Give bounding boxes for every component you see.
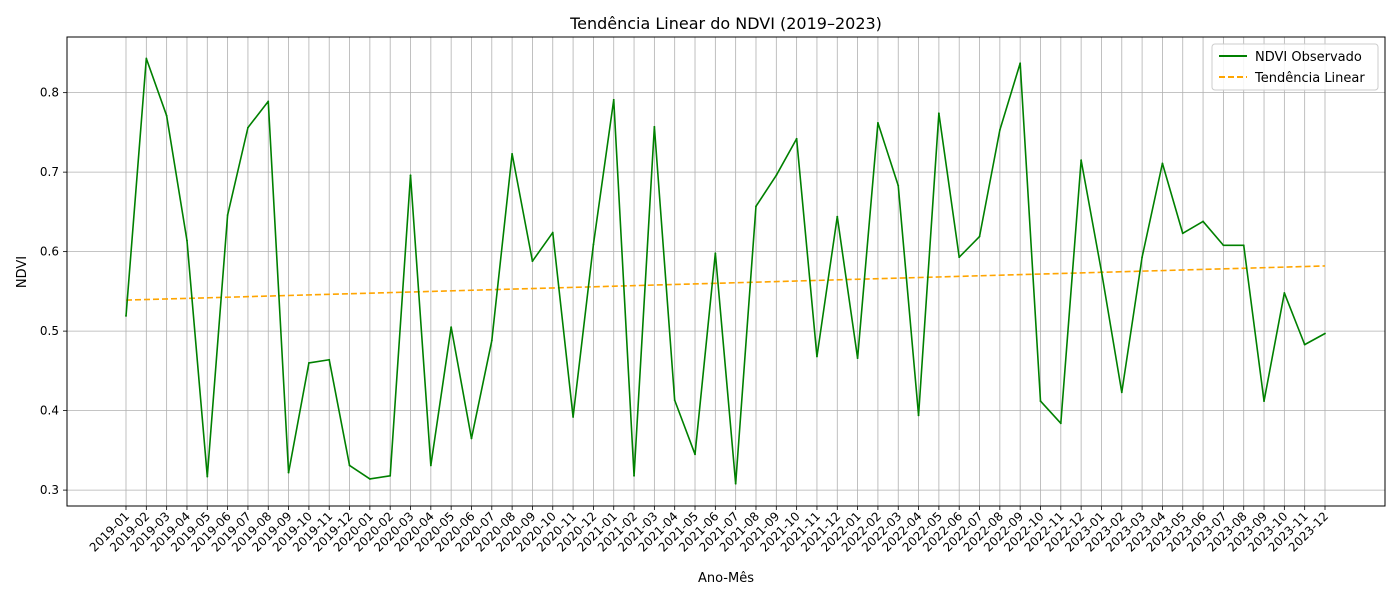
data-point: [368, 478, 371, 480]
data-point: [734, 482, 737, 485]
data-point: [1181, 232, 1184, 235]
data-point: [267, 100, 270, 103]
grid: [67, 37, 1385, 506]
data-point: [551, 231, 554, 234]
legend-label-observed: NDVI Observado: [1255, 50, 1362, 65]
data-point: [490, 339, 493, 342]
y-tick-label: 0.5: [40, 324, 59, 338]
y-axis-label: NDVI: [15, 256, 30, 288]
data-point: [633, 474, 635, 477]
data-point: [1059, 422, 1062, 425]
x-axis: 2019-012019-022019-032019-042019-052019-…: [87, 506, 1331, 555]
data-point: [450, 326, 453, 329]
data-point: [531, 260, 534, 263]
data-point: [795, 137, 798, 140]
legend: NDVI Observado Tendência Linear: [1211, 43, 1379, 91]
data-point: [247, 126, 249, 129]
data-point: [1324, 332, 1326, 335]
data-point: [1222, 244, 1225, 247]
data-point: [1080, 159, 1083, 162]
data-point: [226, 214, 229, 216]
data-point: [978, 235, 981, 238]
data-point: [673, 399, 676, 402]
data-point: [897, 184, 900, 187]
data-point: [389, 474, 392, 477]
data-point: [1100, 270, 1103, 273]
data-point: [511, 152, 514, 155]
data-point: [1283, 292, 1286, 294]
plot-frame: [66, 36, 1386, 507]
data-point: [816, 355, 818, 358]
data-point: [612, 98, 615, 101]
y-tick-label: 0.7: [40, 165, 59, 179]
series-line-trend: [125, 265, 1326, 301]
data-point: [1141, 256, 1144, 259]
legend-box: [1211, 43, 1379, 91]
data-point: [429, 464, 432, 467]
data-point: [328, 358, 331, 361]
data-point: [856, 357, 859, 360]
y-tick-label: 0.4: [40, 404, 59, 418]
data-point: [165, 114, 168, 117]
data-point: [1019, 62, 1022, 65]
data-point: [1263, 400, 1265, 402]
data-point: [755, 205, 757, 208]
data-point: [409, 174, 412, 177]
data-point: [877, 121, 879, 124]
data-point: [917, 414, 920, 417]
data-point: [572, 416, 574, 418]
y-axis: 0.3 0.4 0.5 0.6 0.7 0.8: [40, 86, 67, 497]
data-point: [470, 437, 473, 440]
data-point: [1039, 400, 1042, 402]
data-point: [592, 243, 595, 246]
data-point: [653, 125, 656, 128]
data-point: [1120, 391, 1123, 394]
data-point: [714, 252, 717, 255]
data-point: [125, 315, 127, 317]
data-point: [307, 362, 310, 364]
data-point: [206, 475, 209, 478]
data-point: [186, 239, 188, 242]
series-line-observed: [125, 57, 1326, 485]
y-tick-label: 0.8: [40, 86, 59, 100]
data-point: [937, 112, 940, 115]
chart-title: Tendência Linear do NDVI (2019–2023): [569, 14, 882, 33]
data-point: [348, 464, 351, 467]
data-point: [694, 453, 696, 456]
data-point: [1202, 220, 1204, 223]
y-tick-label: 0.3: [40, 483, 59, 497]
data-point: [1303, 343, 1306, 346]
data-point: [1242, 244, 1245, 247]
data-point: [775, 174, 778, 177]
data-point: [145, 57, 148, 60]
data-point: [1161, 162, 1164, 165]
legend-label-trend: Tendência Linear: [1254, 71, 1365, 86]
data-point: [998, 129, 1001, 131]
series-layer: [125, 57, 1326, 485]
data-point: [287, 471, 290, 474]
data-point: [836, 215, 839, 218]
x-axis-label: Ano-Mês: [698, 571, 754, 586]
data-point: [958, 256, 961, 259]
y-tick-label: 0.6: [40, 245, 59, 259]
